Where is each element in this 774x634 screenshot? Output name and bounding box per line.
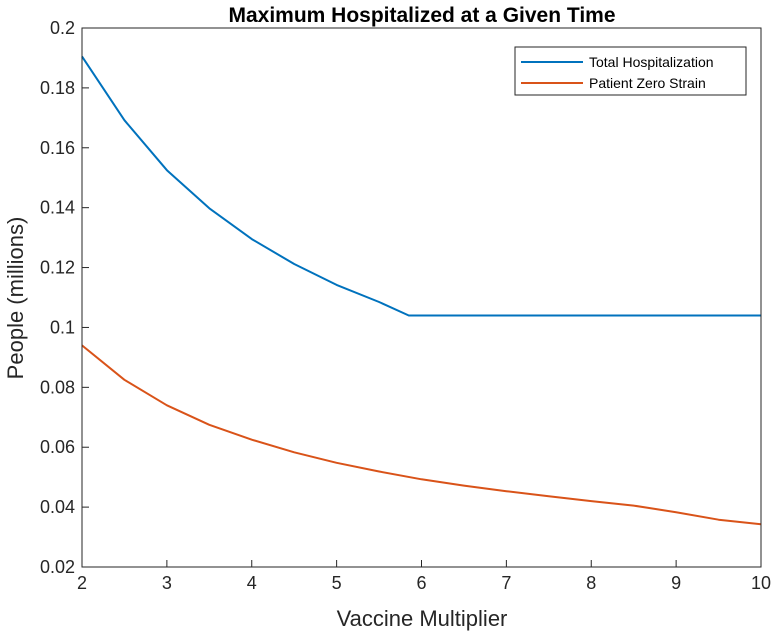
x-tick-label: 5	[332, 573, 342, 593]
y-tick-label: 0.2	[50, 18, 75, 38]
x-axis-ticks: 2 3 4 5 6 7 8 9 10	[77, 560, 771, 593]
x-axis-label: Vaccine Multiplier	[337, 606, 508, 631]
y-tick-label: 0.06	[40, 437, 75, 457]
legend-box	[514, 46, 747, 96]
x-tick-label: 8	[586, 573, 596, 593]
series-layer	[81, 55, 762, 526]
x-tick-label: 3	[162, 573, 172, 593]
legend-label-patient-zero-strain: Patient Zero Strain	[589, 75, 706, 91]
series-line-total-hospitalization	[81, 55, 761, 317]
y-tick-label: 0.08	[40, 377, 75, 397]
x-tick-label: 9	[671, 573, 681, 593]
y-tick-label: 0.1	[50, 317, 75, 337]
x-tick-label: 10	[751, 573, 771, 593]
y-axis-ticks: 0.02 0.04 0.06 0.08 0.1 0.12 0.14 0.16 0.18 0.2	[40, 18, 89, 577]
y-tick-label: 0.04	[40, 497, 75, 517]
y-tick-label: 0.16	[40, 138, 75, 158]
x-tick-label: 2	[77, 573, 87, 593]
x-tick-label: 6	[416, 573, 426, 593]
y-tick-label: 0.12	[40, 258, 75, 278]
legend-label-total-hospitalization: Total Hospitalization	[589, 54, 714, 70]
y-tick-label: 0.02	[40, 557, 75, 577]
legend: Total Hospitalization Patient Zero Strai…	[514, 46, 747, 96]
chart-title: Maximum Hospitalized at a Given Time	[228, 4, 615, 27]
plot-area-frame	[81, 27, 762, 568]
y-tick-label: 0.14	[40, 198, 75, 218]
series-line-patient-zero-strain	[81, 344, 762, 526]
x-tick-label: 7	[501, 573, 511, 593]
y-tick-label: 0.18	[40, 78, 75, 98]
y-axis-label: People (millions)	[3, 217, 28, 380]
x-tick-label: 4	[247, 573, 257, 593]
